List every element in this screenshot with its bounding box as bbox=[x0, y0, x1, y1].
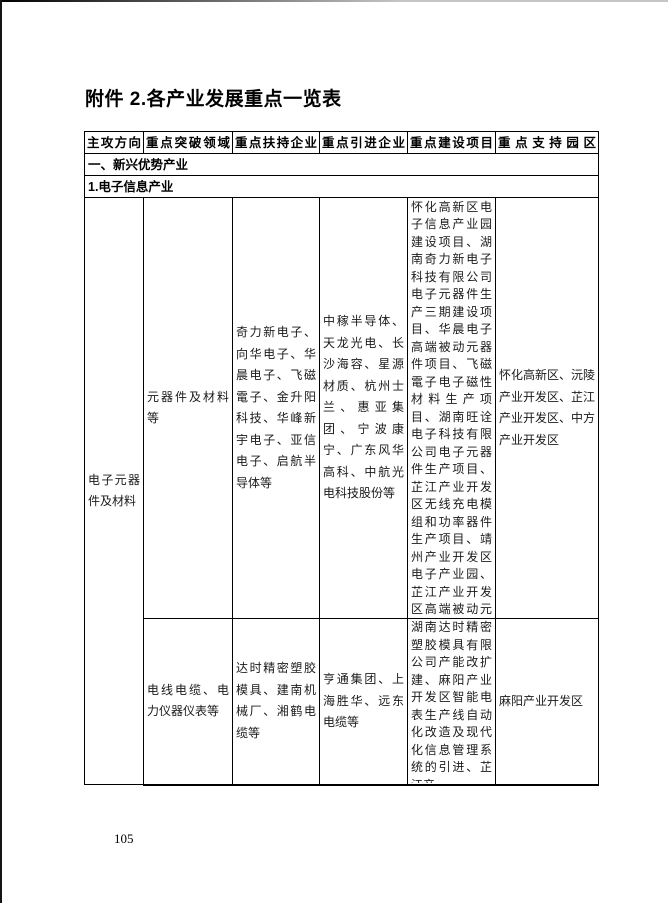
page-title: 附件 2.各产业发展重点一览表 bbox=[85, 89, 342, 110]
header-supported-enterprises: 重点扶持企业 bbox=[232, 131, 320, 154]
cell-introduced-enterprises: 中稼半导体、天龙光电、长沙海容、星源材质、杭州士兰、惠亚集团、宁波康宁、广东风华… bbox=[319, 197, 408, 619]
construction-projects-text: 湖南达时精密塑胶模具有限公司产能改扩建、麻阳产业开发区智能电表生产线自动化改造及… bbox=[411, 620, 492, 782]
header-breakthrough-fields: 重点突破领域 bbox=[143, 131, 233, 154]
cell-construction-projects: 湖南达时精密塑胶模具有限公司产能改扩建、麻阳产业开发区智能电表生产线自动化改造及… bbox=[407, 618, 496, 786]
cell-supported-enterprises: 达时精密塑胶模具、建南机械厂、湘鹤电缆等 bbox=[232, 618, 320, 786]
table-row-cables-instruments: 电线电缆、电力仪器仪表等 达时精密塑胶模具、建南机械厂、湘鹤电缆等 亨通集团、上… bbox=[85, 618, 599, 786]
cell-supported-parks: 麻阳产业开发区 bbox=[495, 618, 599, 786]
subsection-title: 1.电子信息产业 bbox=[84, 175, 599, 198]
industry-development-table: 主攻方向 重点突破领域 重点扶持企业 重点引进企业 重点建设项目 重点支持园区 … bbox=[84, 131, 599, 786]
section-row-electronic-info-industry: 1.电子信息产业 bbox=[84, 175, 599, 198]
cell-main-direction: 电子元器件及材料 bbox=[84, 197, 144, 785]
table-header-row: 主攻方向 重点突破领域 重点扶持企业 重点引进企业 重点建设项目 重点支持园区 bbox=[84, 131, 599, 154]
section-row-emerging-industries: 一、新兴优势产业 bbox=[84, 153, 599, 176]
cell-supported-enterprises: 奇力新电子、向华电子、华晨电子、飞磁電子、金升阳科技、华峰新宇电子、亚信电子、启… bbox=[232, 197, 320, 619]
section-title: 一、新兴优势产业 bbox=[84, 153, 599, 176]
header-introduced-enterprises: 重点引进企业 bbox=[319, 131, 408, 154]
page-left-edge bbox=[0, 0, 2, 903]
cell-breakthrough-fields: 电线电缆、电力仪器仪表等 bbox=[143, 618, 233, 786]
cell-introduced-enterprises: 亨通集团、上海胜华、远东电缆等 bbox=[319, 618, 408, 786]
table-row-components-materials: 电子元器件及材料 元器件及材料等 奇力新电子、向华电子、华晨电子、飞磁電子、金升… bbox=[84, 197, 599, 785]
page-top-edge bbox=[0, 0, 668, 2]
header-main-direction: 主攻方向 bbox=[84, 131, 144, 154]
page-number: 105 bbox=[114, 831, 134, 846]
header-construction-projects: 重点建设项目 bbox=[407, 131, 496, 154]
cell-construction-projects: 怀化高新区电子信息产业园建设项目、湖南奇力新电子科技有限公司电子元器件生产三期建… bbox=[407, 197, 496, 619]
header-supported-parks: 重点支持园区 bbox=[495, 131, 599, 154]
cell-supported-parks: 怀化高新区、沅陵产业开发区、芷江产业开发区、中方产业开发区 bbox=[495, 197, 599, 619]
cell-breakthrough-fields: 元器件及材料等 bbox=[143, 197, 233, 619]
construction-projects-text: 怀化高新区电子信息产业园建设项目、湖南奇力新电子科技有限公司电子元器件生产三期建… bbox=[411, 199, 492, 617]
